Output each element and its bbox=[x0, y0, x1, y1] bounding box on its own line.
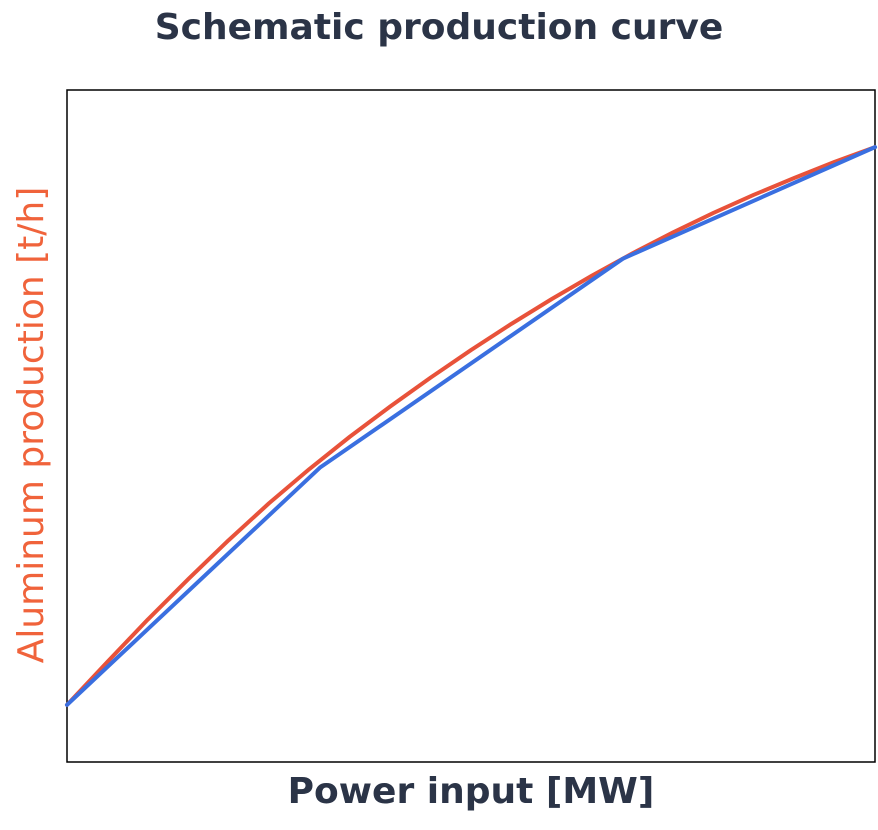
plot-frame bbox=[66, 89, 876, 763]
series-line-curve bbox=[65, 145, 877, 707]
x-axis-label: Power input [MW] bbox=[287, 771, 655, 812]
series-layer bbox=[65, 145, 877, 707]
series-line-piecewise bbox=[65, 145, 877, 707]
chart-title: Schematic production curve bbox=[154, 7, 724, 48]
